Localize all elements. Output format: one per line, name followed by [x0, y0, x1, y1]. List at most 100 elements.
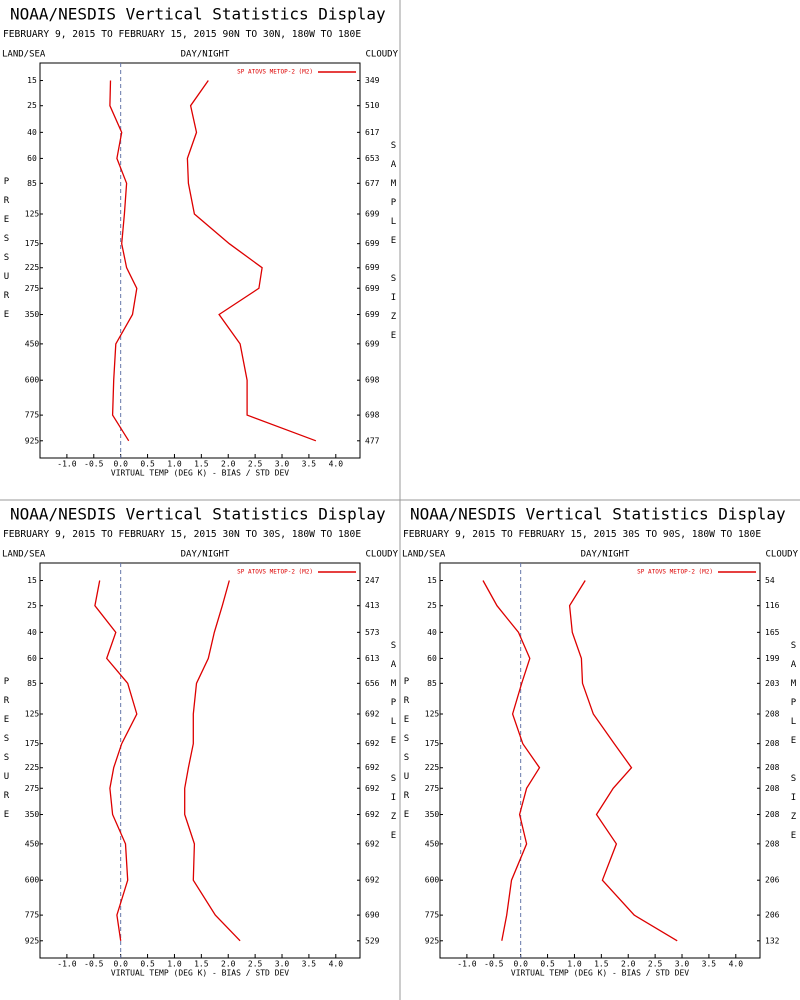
- x-tick-label: -1.0: [57, 460, 76, 469]
- sample-size-label: 690: [365, 911, 380, 920]
- y2-axis-label: SAMPLE SIZE: [789, 641, 799, 850]
- sample-size-label: 573: [365, 628, 380, 637]
- y-tick-label: 275: [425, 784, 440, 793]
- y-axis-label: PRESSURE: [2, 677, 12, 829]
- sample-size-label: 208: [765, 710, 780, 719]
- y-tick-label: 40: [27, 628, 37, 637]
- x-tick-label: 3.0: [275, 460, 290, 469]
- chart-panel: NOAA/NESDIS Vertical Statistics Display F…: [2, 505, 399, 978]
- y-tick-label: 175: [25, 739, 40, 748]
- y-tick-label: 60: [27, 654, 37, 663]
- plot-frame: [439, 562, 761, 959]
- sample-size-label: 617: [365, 128, 380, 137]
- y-tick-label: 925: [25, 936, 40, 945]
- x-axis-label: VIRTUAL TEMP (DEG K) - BIAS / STD DEV: [111, 469, 289, 478]
- sample-size-label: 206: [765, 911, 780, 920]
- x-tick-label: 2.5: [248, 960, 263, 969]
- y-tick-label: 15: [27, 76, 37, 85]
- x-tick-label: -0.5: [484, 960, 503, 969]
- x-tick-label: 0.5: [140, 460, 155, 469]
- y-tick-label: 225: [25, 763, 40, 772]
- y-axis-label: PRESSURE: [402, 677, 412, 829]
- y-axis-label: PRESSURE: [2, 177, 12, 329]
- y-tick-label: 60: [27, 154, 37, 163]
- y-tick-label: 85: [27, 179, 37, 188]
- x-tick-label: 2.0: [221, 960, 236, 969]
- x-tick-label: 3.5: [302, 460, 317, 469]
- y-tick-label: 25: [27, 601, 37, 610]
- x-tick-label: 4.0: [329, 460, 344, 469]
- y-tick-label: 85: [427, 679, 437, 688]
- legend-label: SP ATOVS METOP-2 (M2): [237, 69, 313, 76]
- y-tick-label: 85: [27, 679, 37, 688]
- x-tick-label: -0.5: [84, 460, 103, 469]
- y-tick-label: 450: [25, 339, 40, 348]
- y-tick-label: 15: [27, 576, 37, 585]
- x-tick-label: 0.5: [540, 960, 555, 969]
- sample-size-label: 653: [365, 154, 380, 163]
- x-axis-label: VIRTUAL TEMP (DEG K) - BIAS / STD DEV: [111, 969, 289, 978]
- sample-size-label: 699: [365, 339, 380, 348]
- x-tick-label: 1.0: [567, 960, 582, 969]
- x-tick-label: 4.0: [329, 960, 344, 969]
- x-tick-label: 2.0: [621, 960, 636, 969]
- sample-size-label: 208: [765, 763, 780, 772]
- sample-size-label: 208: [765, 810, 780, 819]
- day-night-label: DAY/NIGHT: [181, 550, 230, 560]
- sample-size-label: 208: [765, 839, 780, 848]
- x-tick-label: -0.5: [84, 960, 103, 969]
- y2-axis-label: SAMPLE SIZE: [389, 641, 399, 850]
- sample-size-label: 206: [765, 876, 780, 885]
- x-tick-label: 3.5: [702, 960, 717, 969]
- y-tick-label: 25: [27, 101, 37, 110]
- sample-size-label: 692: [365, 739, 380, 748]
- chart-subtitle: FEBRUARY 9, 2015 TO FEBRUARY 15, 2015 30…: [3, 529, 361, 540]
- x-tick-label: 3.5: [302, 960, 317, 969]
- x-tick-label: 1.0: [167, 960, 182, 969]
- y-tick-label: 350: [25, 810, 40, 819]
- y-tick-label: 225: [425, 763, 440, 772]
- x-tick-label: 0.0: [113, 460, 128, 469]
- sample-size-label: 692: [365, 710, 380, 719]
- bias-line: [482, 580, 541, 941]
- day-night-label: DAY/NIGHT: [181, 50, 230, 60]
- x-tick-label: 4.0: [729, 960, 744, 969]
- cloudy-label: CLOUDY: [765, 550, 798, 560]
- land-sea-label: LAND/SEA: [2, 50, 46, 60]
- sample-size-label: 692: [365, 763, 380, 772]
- sample-size-label: 203: [765, 679, 780, 688]
- y-tick-label: 225: [25, 263, 40, 272]
- sample-size-label: 677: [365, 179, 380, 188]
- plot-frame: [39, 562, 361, 959]
- sample-size-label: 477: [365, 436, 380, 445]
- sample-size-label: 692: [365, 784, 380, 793]
- y-tick-label: 175: [425, 739, 440, 748]
- plot-frame: [39, 62, 361, 459]
- sample-size-label: 699: [365, 263, 380, 272]
- y-tick-label: 775: [425, 911, 440, 920]
- chart-title: NOAA/NESDIS Vertical Statistics Display: [410, 505, 786, 524]
- y-tick-label: 600: [25, 876, 40, 885]
- x-tick-label: -1.0: [457, 960, 476, 969]
- x-tick-label: 1.5: [594, 960, 609, 969]
- x-tick-label: 3.0: [275, 960, 290, 969]
- x-tick-label: -1.0: [57, 960, 76, 969]
- sample-size-label: 165: [765, 628, 780, 637]
- y-tick-label: 350: [425, 810, 440, 819]
- chart-subtitle: FEBRUARY 9, 2015 TO FEBRUARY 15, 2015 30…: [403, 529, 761, 540]
- y-tick-label: 600: [425, 876, 440, 885]
- sample-size-label: 199: [765, 654, 780, 663]
- y-tick-label: 450: [25, 839, 40, 848]
- chart-title: NOAA/NESDIS Vertical Statistics Display: [10, 505, 386, 524]
- y-tick-label: 125: [425, 710, 440, 719]
- chart-panel: NOAA/NESDIS Vertical Statistics Display F…: [402, 505, 799, 978]
- land-sea-label: LAND/SEA: [2, 550, 46, 560]
- cloudy-label: CLOUDY: [365, 550, 398, 560]
- y-tick-label: 775: [25, 911, 40, 920]
- x-tick-label: 1.0: [167, 460, 182, 469]
- y-tick-label: 125: [25, 210, 40, 219]
- cloudy-label: CLOUDY: [365, 50, 398, 60]
- x-tick-label: 2.0: [221, 460, 236, 469]
- y-tick-label: 25: [427, 601, 437, 610]
- x-axis-label: VIRTUAL TEMP (DEG K) - BIAS / STD DEV: [511, 969, 689, 978]
